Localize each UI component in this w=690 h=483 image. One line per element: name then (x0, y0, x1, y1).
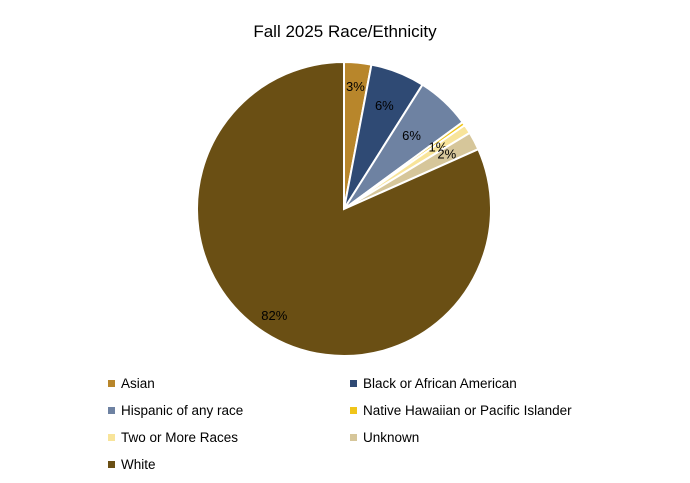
legend-item-hispanic-of-any-race: Hispanic of any race (108, 401, 350, 420)
data-label-black-or-african-american: 6% (375, 98, 394, 113)
legend-label: Native Hawaiian or Pacific Islander (363, 403, 572, 418)
legend-swatch (108, 434, 115, 441)
data-label-asian: 3% (346, 79, 365, 94)
chart-legend: Asian Black or African American Hispanic o… (108, 374, 628, 474)
legend-label: Black or African American (363, 376, 517, 391)
legend-item-unknown: Unknown (350, 428, 620, 447)
legend-swatch (350, 380, 357, 387)
legend-label: Unknown (363, 430, 420, 445)
data-label-unknown: 2% (437, 147, 456, 162)
legend-swatch (350, 434, 357, 441)
pie-slice-white (196, 60, 492, 357)
legend-swatch (108, 380, 115, 387)
legend-item-two-or-more-races: Two or More Races (108, 428, 350, 447)
legend-item-native-hawaiian-or-pacific-islander: Native Hawaiian or Pacific Islander (350, 401, 620, 420)
legend-label: Hispanic of any race (121, 403, 244, 418)
legend-swatch (108, 407, 115, 414)
legend-label: Asian (121, 376, 155, 391)
data-label-white: 82% (261, 308, 287, 323)
data-label-hispanic-of-any-race: 6% (402, 128, 421, 143)
legend-label: White (121, 457, 156, 472)
legend-item-white: White (108, 455, 350, 474)
legend-label: Two or More Races (121, 430, 239, 445)
legend-swatch (108, 461, 115, 468)
legend-item-asian: Asian (108, 374, 350, 393)
legend-item-black-or-african-american: Black or African American (350, 374, 620, 393)
legend-swatch (350, 407, 357, 414)
chart-title: Fall 2025 Race/Ethnicity (253, 22, 437, 41)
